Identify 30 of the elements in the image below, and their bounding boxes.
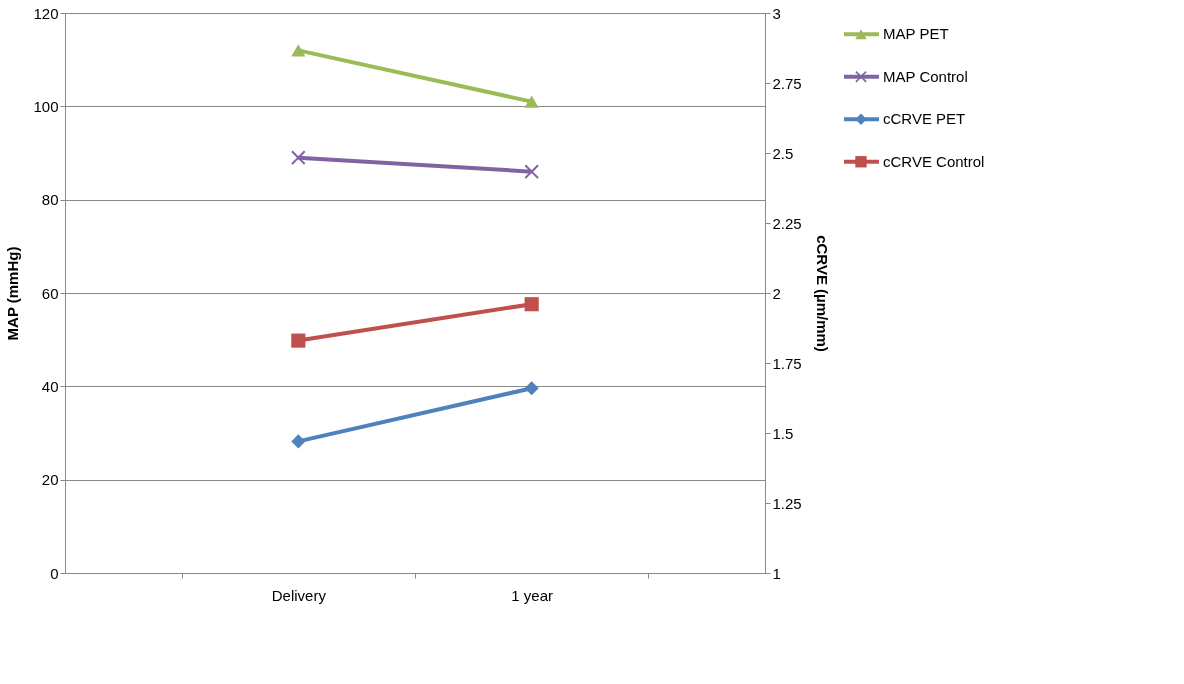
y-tick-label: 100 — [33, 97, 59, 115]
point — [291, 434, 306, 449]
point — [291, 333, 306, 348]
y2-tick-label: 2.5 — [772, 144, 794, 162]
y2-tick-label: 2.25 — [772, 214, 802, 232]
y-tick-label: 80 — [41, 191, 59, 209]
y-tick-label: 120 — [33, 4, 59, 22]
point — [291, 150, 306, 165]
x-tick-label: 1 year — [511, 586, 554, 604]
point — [524, 297, 539, 312]
legend-label: MAP Control — [883, 67, 968, 85]
y2-tick-label: 3 — [772, 4, 781, 22]
y-tick-label: 60 — [41, 284, 59, 302]
legend-label: cCRVE PET — [883, 110, 966, 128]
y2-tick-label: 1 — [772, 564, 781, 582]
legend-label: cCRVE Control — [883, 152, 985, 170]
y-tick-label: 0 — [50, 564, 59, 582]
point — [524, 381, 539, 396]
y2-tick-label: 1.5 — [772, 424, 794, 442]
y2-tick-label: 2.75 — [772, 74, 802, 92]
y2-axis-title: cCRVE (µm/mm) — [813, 235, 831, 352]
y-tick-label: 40 — [41, 377, 59, 395]
y2-tick-label: 1.25 — [772, 494, 802, 512]
y-tick-label: 20 — [41, 471, 59, 489]
point — [524, 164, 539, 179]
y-axis-title: MAP (mmHg) — [4, 246, 22, 341]
y2-tick-label: 1.75 — [772, 354, 802, 372]
x-tick-label: Delivery — [271, 586, 327, 604]
y2-tick-label: 2 — [772, 284, 781, 302]
legend-label: MAP PET — [883, 25, 949, 43]
